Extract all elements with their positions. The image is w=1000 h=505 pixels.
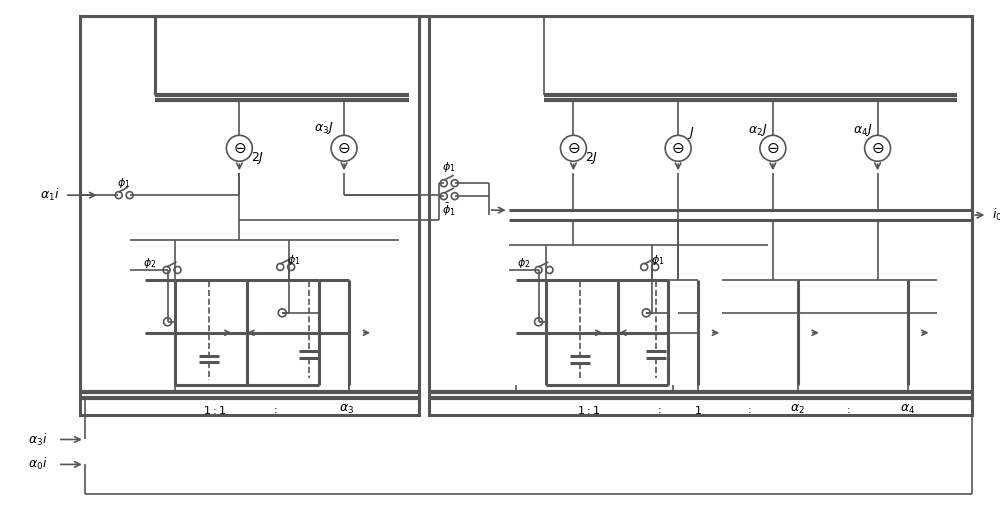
Text: $\alpha_4 J$: $\alpha_4 J$ bbox=[853, 122, 872, 138]
Text: $1$: $1$ bbox=[694, 403, 702, 416]
Text: $\alpha_1 i$: $\alpha_1 i$ bbox=[40, 187, 60, 203]
Circle shape bbox=[164, 318, 172, 326]
Text: $:$: $:$ bbox=[745, 405, 751, 415]
Circle shape bbox=[451, 193, 458, 199]
Text: $:$: $:$ bbox=[655, 405, 661, 415]
Text: $\phi_1$: $\phi_1$ bbox=[651, 253, 665, 267]
Text: $i_0$: $i_0$ bbox=[992, 207, 1000, 223]
Circle shape bbox=[652, 264, 659, 271]
Circle shape bbox=[535, 318, 543, 326]
Text: $2J$: $2J$ bbox=[585, 150, 598, 166]
Text: $:$: $:$ bbox=[844, 405, 851, 415]
Circle shape bbox=[115, 192, 122, 198]
Circle shape bbox=[865, 135, 891, 161]
Circle shape bbox=[665, 135, 691, 161]
Circle shape bbox=[278, 309, 286, 317]
Text: $\alpha_4$: $\alpha_4$ bbox=[900, 403, 915, 416]
Text: $\alpha_3 J$: $\alpha_3 J$ bbox=[314, 120, 334, 136]
Circle shape bbox=[174, 267, 181, 273]
Text: $\ominus$: $\ominus$ bbox=[671, 141, 685, 156]
Text: $1:1$: $1:1$ bbox=[577, 403, 600, 416]
Circle shape bbox=[126, 192, 133, 198]
Circle shape bbox=[440, 193, 447, 199]
Circle shape bbox=[641, 264, 648, 271]
Text: $2J$: $2J$ bbox=[251, 150, 264, 166]
Circle shape bbox=[226, 135, 252, 161]
Text: $\phi_2$: $\phi_2$ bbox=[517, 256, 530, 270]
Circle shape bbox=[642, 309, 650, 317]
Circle shape bbox=[163, 267, 170, 273]
Bar bbox=[429, 16, 972, 415]
Text: $\phi_1$: $\phi_1$ bbox=[287, 253, 301, 267]
Text: $\bar{\phi}_1$: $\bar{\phi}_1$ bbox=[442, 202, 456, 218]
Text: $\phi_1$: $\phi_1$ bbox=[442, 160, 456, 174]
Circle shape bbox=[760, 135, 786, 161]
Circle shape bbox=[440, 180, 447, 187]
Text: $\alpha_0 i$: $\alpha_0 i$ bbox=[28, 457, 48, 473]
Circle shape bbox=[535, 267, 542, 273]
Text: $\ominus$: $\ominus$ bbox=[567, 141, 580, 156]
Text: $\alpha_3$: $\alpha_3$ bbox=[339, 403, 355, 416]
Text: $:$: $:$ bbox=[271, 405, 278, 415]
Text: $J$: $J$ bbox=[687, 125, 695, 141]
Text: $\ominus$: $\ominus$ bbox=[233, 141, 246, 156]
Circle shape bbox=[560, 135, 586, 161]
Circle shape bbox=[331, 135, 357, 161]
Text: $\alpha_3 i$: $\alpha_3 i$ bbox=[28, 431, 48, 447]
Circle shape bbox=[277, 264, 284, 271]
Circle shape bbox=[288, 264, 295, 271]
Text: $1:1$: $1:1$ bbox=[203, 403, 226, 416]
Text: $\ominus$: $\ominus$ bbox=[766, 141, 780, 156]
Text: $\ominus$: $\ominus$ bbox=[337, 141, 351, 156]
Text: $\alpha_2$: $\alpha_2$ bbox=[790, 403, 805, 416]
Text: $\alpha_2 J$: $\alpha_2 J$ bbox=[748, 122, 768, 138]
Text: $\phi_1$: $\phi_1$ bbox=[117, 176, 130, 190]
Circle shape bbox=[451, 180, 458, 187]
Circle shape bbox=[546, 267, 553, 273]
Text: $\phi_2$: $\phi_2$ bbox=[143, 256, 156, 270]
Bar bbox=[80, 16, 419, 415]
Text: $\ominus$: $\ominus$ bbox=[871, 141, 884, 156]
